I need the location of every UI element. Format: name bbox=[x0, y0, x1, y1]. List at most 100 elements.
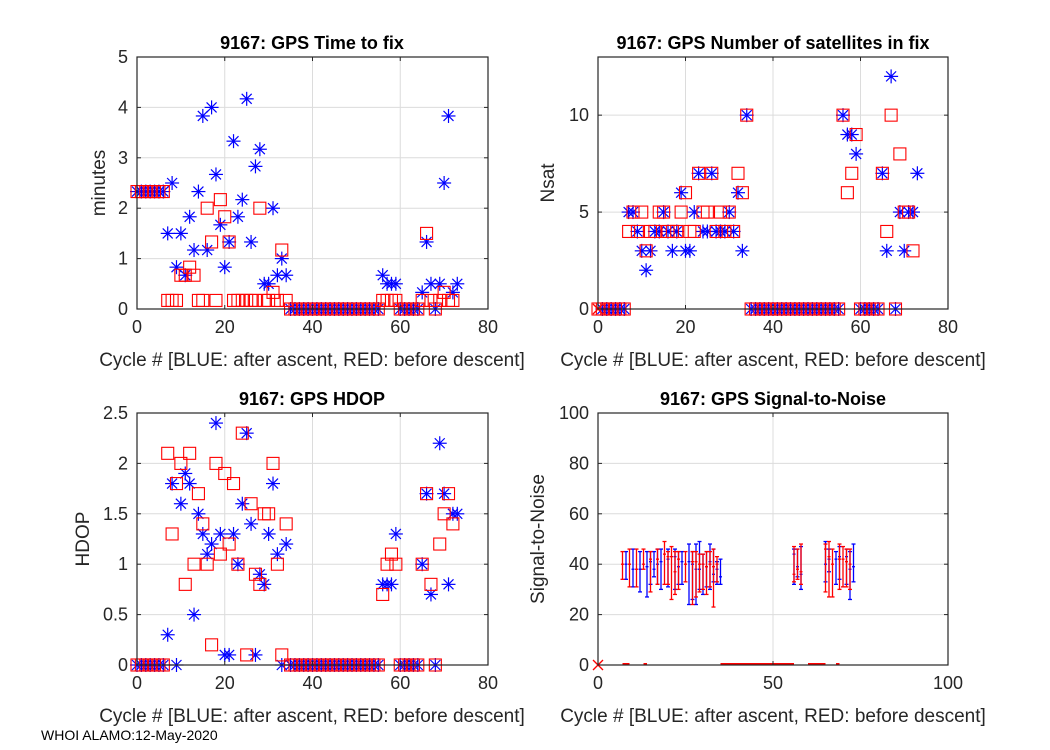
data-point-asterisk bbox=[226, 526, 241, 541]
error-bar bbox=[659, 548, 663, 591]
asterisk-stroke bbox=[377, 269, 389, 281]
x-tick-label: 60 bbox=[390, 673, 410, 693]
axes: 0 50 100 0 20 40 60 80 100 bbox=[559, 403, 963, 693]
asterisk-stroke bbox=[236, 194, 248, 206]
data-point-asterisk bbox=[252, 567, 267, 582]
data-point-asterisk bbox=[230, 557, 245, 572]
data-point-asterisk bbox=[875, 166, 890, 181]
asterisk-stroke bbox=[214, 528, 226, 540]
asterisk-stroke bbox=[653, 226, 665, 237]
asterisk-stroke bbox=[894, 206, 906, 218]
data-point-square bbox=[437, 507, 451, 521]
asterisk-stroke bbox=[250, 649, 261, 661]
error-bar bbox=[851, 543, 856, 583]
x-tick-label: 50 bbox=[763, 673, 783, 693]
error-bar bbox=[638, 550, 642, 593]
x-tick-label: 0 bbox=[593, 317, 603, 337]
asterisk-stroke bbox=[162, 227, 174, 239]
data-point-asterisk bbox=[235, 496, 250, 511]
data-point-square bbox=[709, 224, 723, 239]
data-point-square bbox=[840, 186, 854, 200]
data-point-square bbox=[380, 557, 394, 571]
asterisk-stroke bbox=[701, 226, 713, 237]
data-point-square bbox=[670, 224, 684, 239]
error-bar bbox=[823, 543, 828, 593]
data-point-square bbox=[630, 224, 644, 239]
x-tick-label: 40 bbox=[302, 673, 322, 693]
error-bar bbox=[687, 543, 691, 606]
data-point-square bbox=[692, 166, 706, 180]
error-bar bbox=[701, 553, 705, 591]
asterisk-stroke bbox=[736, 245, 748, 257]
asterisk-stroke bbox=[627, 206, 639, 218]
x-tick-label: 80 bbox=[478, 673, 498, 693]
data-point-square bbox=[446, 293, 460, 307]
data-point-square bbox=[420, 226, 434, 240]
y-axis-label: Nsat bbox=[538, 163, 559, 203]
data-point-square bbox=[415, 293, 429, 307]
data-point-square bbox=[248, 293, 263, 307]
data-point-square bbox=[231, 557, 245, 571]
asterisk-stroke bbox=[184, 478, 196, 489]
y-tick-label: 80 bbox=[569, 453, 589, 473]
error-bar bbox=[655, 548, 660, 586]
grid bbox=[136, 412, 489, 666]
error-bar bbox=[844, 548, 849, 588]
data-point-asterisk bbox=[226, 134, 241, 149]
data-point-asterisk bbox=[669, 224, 684, 239]
data-point-asterisk bbox=[441, 108, 456, 123]
asterisk-stroke bbox=[245, 236, 257, 248]
y-tick-label: 100 bbox=[559, 403, 589, 423]
data-point-asterisk bbox=[717, 224, 732, 239]
data-point-square bbox=[178, 268, 192, 282]
data-point-asterisk bbox=[643, 243, 658, 258]
asterisk-stroke bbox=[666, 245, 678, 257]
asterisk-stroke bbox=[898, 245, 910, 257]
y-axis-label: HDOP bbox=[73, 512, 94, 567]
data-point-asterisk bbox=[204, 100, 219, 115]
data-point-asterisk bbox=[626, 205, 640, 220]
time-to-fix-chart: 9167: GPS Time to fix Cycle # [BLUE: aft… bbox=[89, 33, 525, 371]
data-point-asterisk bbox=[208, 167, 223, 182]
data-point-asterisk bbox=[687, 205, 702, 220]
asterisk-stroke bbox=[210, 169, 222, 180]
data-point-square bbox=[389, 293, 403, 307]
data-point-asterisk bbox=[897, 243, 912, 258]
data-point-asterisk bbox=[884, 69, 899, 84]
y-tick-label: 0 bbox=[579, 655, 589, 675]
data-point-square bbox=[279, 517, 293, 531]
data-point-square bbox=[266, 456, 280, 470]
asterisk-stroke bbox=[645, 245, 656, 257]
data-point-asterisk bbox=[270, 547, 285, 562]
data-point-asterisk bbox=[178, 466, 193, 481]
asterisk-stroke bbox=[723, 206, 735, 218]
data-point-asterisk bbox=[722, 205, 737, 220]
data-point-asterisk bbox=[248, 647, 263, 662]
data-point-square bbox=[880, 224, 894, 239]
data-point-square bbox=[209, 456, 223, 470]
data-point-square bbox=[200, 557, 214, 571]
asterisk-stroke bbox=[425, 278, 437, 290]
asterisk-stroke bbox=[223, 236, 235, 248]
asterisk-stroke bbox=[175, 498, 187, 510]
data-point-square bbox=[849, 127, 863, 142]
data-point-asterisk bbox=[906, 205, 920, 220]
data-point-asterisk bbox=[274, 251, 289, 266]
asterisk-stroke bbox=[693, 167, 705, 179]
data-point-asterisk bbox=[160, 627, 175, 642]
data-point-asterisk bbox=[682, 243, 697, 258]
y-tick-label: 20 bbox=[569, 605, 589, 625]
data-point-square bbox=[270, 557, 284, 571]
error-bar bbox=[711, 548, 716, 608]
data-point-square bbox=[187, 268, 201, 282]
data-point-asterisk bbox=[266, 476, 281, 491]
chart-title: 9167: GPS HDOP bbox=[239, 389, 385, 409]
axes: 0 20 40 60 80 0 1 2 3 4 5 bbox=[118, 47, 498, 337]
asterisk-stroke bbox=[250, 160, 261, 172]
asterisk-stroke bbox=[179, 468, 191, 479]
axes: 0 20 40 60 80 0 0.5 1 1.5 2 2.5 bbox=[103, 403, 498, 693]
asterisk-stroke bbox=[658, 206, 670, 218]
asterisk-stroke bbox=[184, 211, 196, 223]
data-point-square bbox=[648, 224, 662, 239]
asterisk-stroke bbox=[280, 269, 292, 281]
